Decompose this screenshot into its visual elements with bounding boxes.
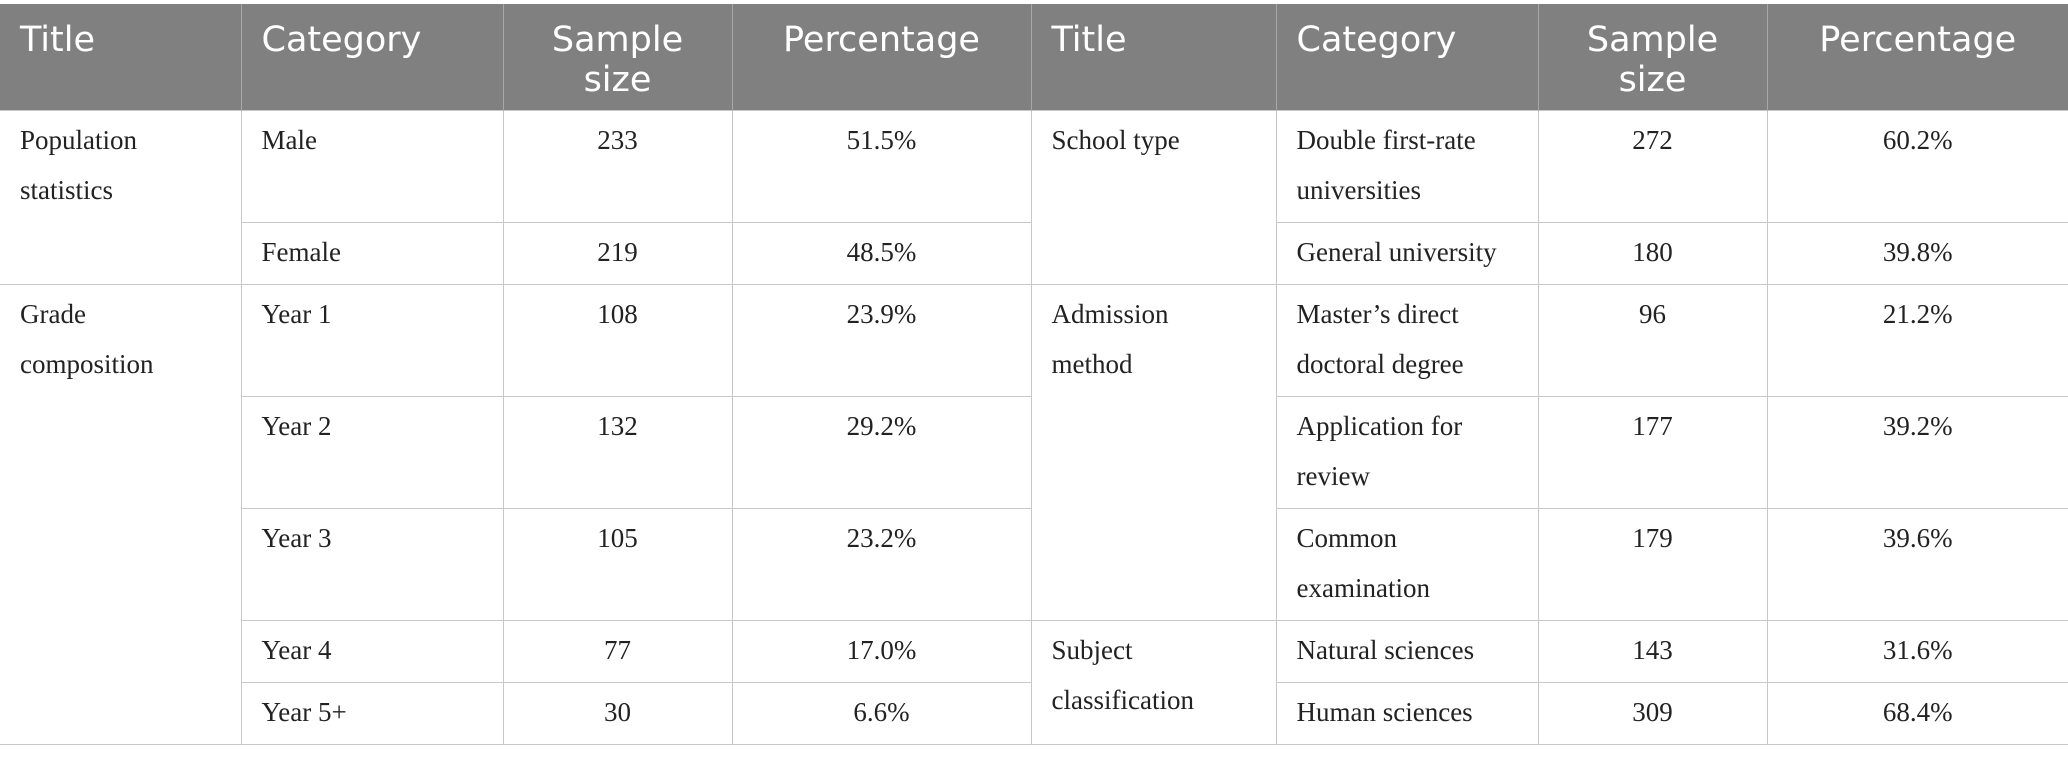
category-cell: Master’s direct doctoral degree	[1275, 284, 1539, 397]
category-cell: Male	[240, 110, 504, 223]
header-percentage-left: Percentage	[731, 4, 1031, 111]
sample-size-cell: 272	[1537, 110, 1768, 223]
table-row: Year 4 77 17.0% Subject classification N…	[0, 620, 2068, 745]
table-row: Year 3 105 23.2% Common examination 179 …	[0, 508, 2068, 621]
group-title-cell: Admission method	[1030, 284, 1277, 621]
sample-size-cell: 180	[1537, 222, 1768, 285]
group-title-cell: Subject classification	[1030, 620, 1277, 745]
header-sample-size-left: Sample size	[502, 4, 732, 111]
percentage-cell: 21.2%	[1766, 284, 2068, 397]
category-cell: Human sciences	[1275, 682, 1539, 745]
table-row: Year 5+ 30 6.6% Human sciences 309 68.4%	[0, 682, 2068, 745]
percentage-cell: 31.6%	[1766, 620, 2068, 683]
group-title-cell: School type	[1030, 110, 1277, 285]
sample-size-cell: 30	[502, 682, 733, 745]
category-cell: Common examination	[1275, 508, 1539, 621]
sample-size-cell: 179	[1537, 508, 1768, 621]
sample-size-cell: 143	[1537, 620, 1768, 683]
header-row: Title Category Sample size Percentage Ti…	[0, 4, 2068, 111]
percentage-cell: 39.6%	[1766, 508, 2068, 621]
sample-size-cell: 177	[1537, 396, 1768, 509]
table-row: Population statistics Male 233 51.5% Sch…	[0, 110, 2068, 285]
sample-size-cell: 108	[502, 284, 733, 397]
percentage-cell: 39.2%	[1766, 396, 2068, 509]
header-percentage-right: Percentage	[1766, 4, 2068, 111]
group-title-cell: Grade composition	[0, 284, 242, 745]
sample-size-cell: 132	[502, 396, 733, 509]
header-title-left: Title	[0, 4, 241, 111]
sample-size-cell: 77	[502, 620, 733, 683]
group-title-cell: Population statistics	[0, 110, 242, 285]
percentage-cell: 48.5%	[731, 222, 1032, 285]
percentage-cell: 29.2%	[731, 396, 1032, 509]
table-row: Grade composition Year 1 108 23.9% Admis…	[0, 284, 2068, 745]
table-container: Title Category Sample size Percentage Ti…	[0, 4, 2068, 745]
sample-size-cell: 96	[1537, 284, 1768, 397]
percentage-cell: 60.2%	[1766, 110, 2068, 223]
sample-size-cell: 105	[502, 508, 733, 621]
header-sample-size-right: Sample size	[1537, 4, 1767, 111]
category-cell: General university	[1275, 222, 1539, 285]
percentage-cell: 17.0%	[731, 620, 1032, 683]
header-category-left: Category	[240, 4, 503, 111]
percentage-cell: 39.8%	[1766, 222, 2068, 285]
category-cell: Application for review	[1275, 396, 1539, 509]
category-cell: Natural sciences	[1275, 620, 1539, 683]
sample-size-cell: 233	[502, 110, 733, 223]
table-row: Year 2 132 29.2% Application for review …	[0, 396, 2068, 509]
percentage-cell: 23.2%	[731, 508, 1032, 621]
category-cell: Year 1	[240, 284, 504, 397]
percentage-cell: 23.9%	[731, 284, 1032, 397]
sample-size-cell: 309	[1537, 682, 1768, 745]
demographics-table: Title Category Sample size Percentage Ti…	[0, 4, 2068, 745]
category-cell: Year 5+	[241, 682, 504, 745]
category-cell: Year 3	[241, 508, 504, 621]
percentage-cell: 51.5%	[731, 110, 1032, 223]
category-cell: Double first-rate universities	[1275, 110, 1539, 223]
percentage-cell: 6.6%	[731, 682, 1032, 745]
header-category-right: Category	[1275, 4, 1538, 111]
category-cell: Year 4	[241, 620, 504, 683]
header-title-right: Title	[1030, 4, 1276, 111]
percentage-cell: 68.4%	[1766, 682, 2068, 745]
sample-size-cell: 219	[502, 222, 733, 285]
category-cell: Year 2	[241, 396, 504, 509]
category-cell: Female	[241, 222, 504, 285]
table-row: Female 219 48.5% General university 180 …	[0, 222, 2068, 285]
